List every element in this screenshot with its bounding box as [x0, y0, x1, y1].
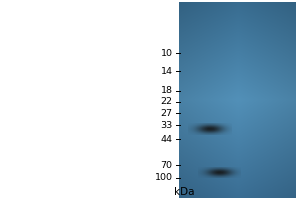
- Text: 10: 10: [160, 48, 172, 58]
- Text: 22: 22: [160, 98, 172, 106]
- Text: 100: 100: [154, 173, 172, 182]
- Text: 27: 27: [160, 108, 172, 117]
- Text: 14: 14: [160, 66, 172, 75]
- Text: 18: 18: [160, 86, 172, 95]
- Text: 33: 33: [160, 120, 172, 130]
- Text: 44: 44: [160, 134, 172, 144]
- Text: kDa: kDa: [174, 187, 195, 197]
- Text: 70: 70: [160, 160, 172, 170]
